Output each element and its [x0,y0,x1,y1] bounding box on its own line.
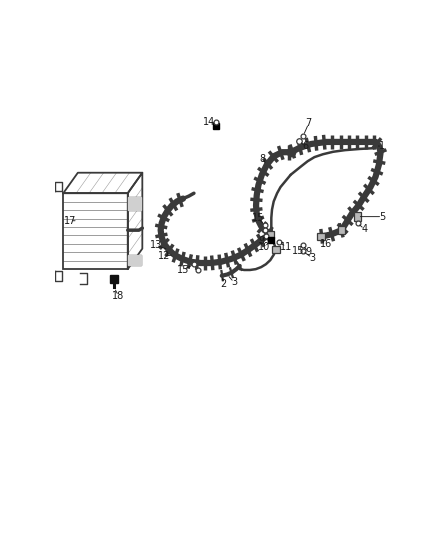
Text: 3: 3 [309,253,315,263]
Text: 17: 17 [64,216,76,226]
Text: 9: 9 [258,236,264,246]
Text: 12: 12 [158,251,170,261]
Text: 2: 2 [221,279,227,288]
Text: 9: 9 [306,247,312,257]
FancyBboxPatch shape [267,231,274,238]
Text: 16: 16 [319,239,332,249]
Text: 5: 5 [379,212,385,222]
FancyBboxPatch shape [338,227,345,234]
Text: 10: 10 [258,241,271,252]
FancyBboxPatch shape [354,212,360,221]
Text: 8: 8 [259,154,265,164]
Text: 18: 18 [113,291,125,301]
Polygon shape [128,255,141,265]
Text: 13: 13 [150,240,162,251]
Text: 4: 4 [361,224,367,234]
FancyBboxPatch shape [318,232,325,240]
Text: 11: 11 [280,241,293,252]
Text: 15: 15 [177,265,189,275]
Text: 3: 3 [231,277,237,287]
Polygon shape [128,197,141,209]
Text: 14: 14 [203,117,215,127]
Text: 6: 6 [302,141,308,151]
Text: 15: 15 [251,213,264,223]
Text: 7: 7 [306,118,312,128]
Text: 1: 1 [379,141,385,151]
Text: 15: 15 [292,246,305,256]
FancyBboxPatch shape [272,246,280,253]
